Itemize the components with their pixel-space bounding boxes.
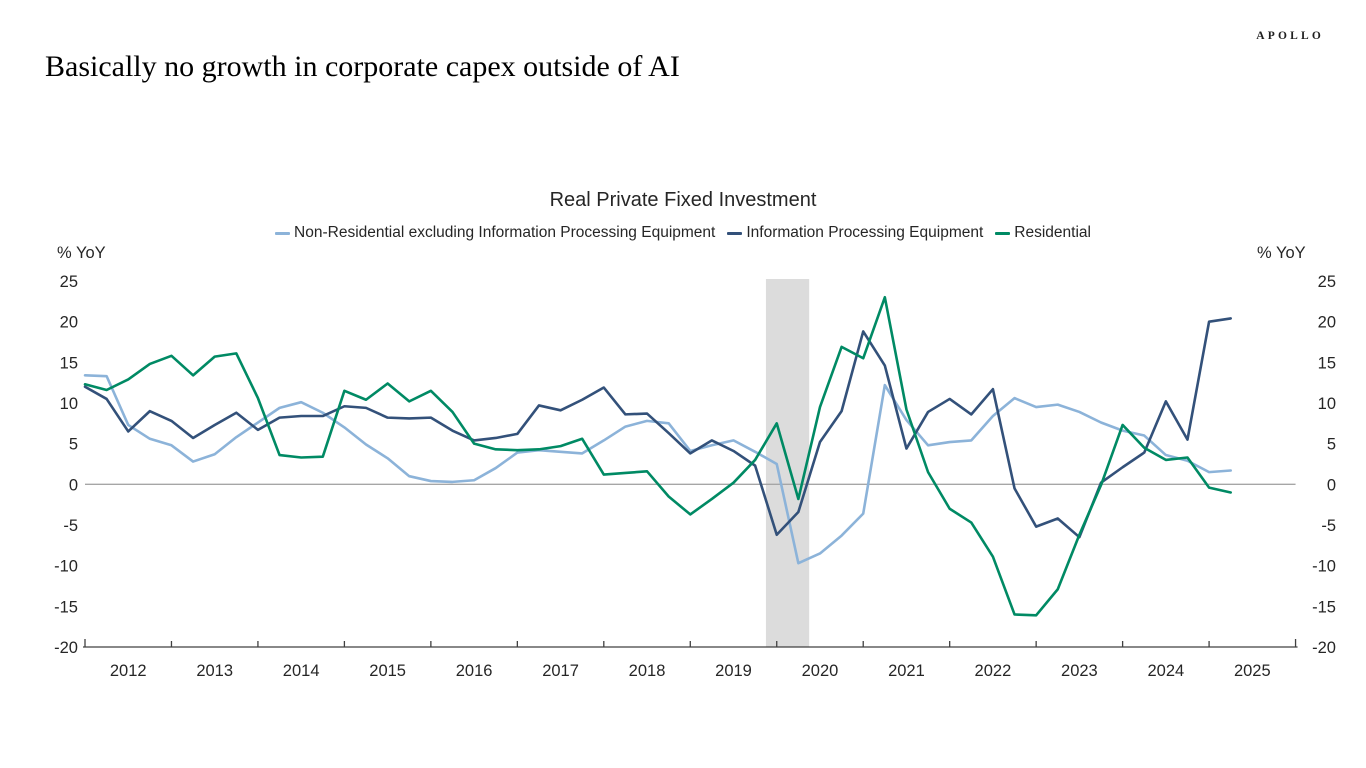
series-line-information-processing-equipment: [83, 317, 1233, 539]
y-axis-label-right: -10: [1312, 558, 1336, 576]
y-axis-label-right: 25: [1318, 273, 1336, 291]
x-axis-year-label: 2025: [1234, 662, 1271, 680]
y-axis-label-right: -20: [1312, 639, 1336, 657]
x-axis-year-label: 2021: [888, 662, 925, 680]
legend-label: Non-Residential excluding Information Pr…: [294, 224, 716, 241]
x-axis-year-label: 2013: [196, 662, 233, 680]
chart-legend: Non-Residential excluding Information Pr…: [0, 224, 1366, 242]
page-title: Basically no growth in corporate capex o…: [45, 50, 680, 83]
legend-label: Information Processing Equipment: [746, 224, 984, 241]
x-axis-year-label: 2020: [802, 662, 839, 680]
y-axis-label-left: 15: [60, 354, 78, 372]
y-axis-label-right: 0: [1327, 476, 1336, 494]
x-axis-year-label: 2023: [1061, 662, 1098, 680]
chart-title: Real Private Fixed Investment: [549, 189, 817, 211]
legend-swatch: [727, 231, 743, 235]
y-axis-label-left: -5: [63, 517, 78, 535]
x-axis-year-label: 2012: [110, 662, 147, 680]
apollo-logo: APOLLO: [1256, 30, 1324, 42]
y-axis-label-left: 5: [69, 436, 78, 454]
y-axis-label-right: 15: [1318, 354, 1336, 372]
x-axis-year-label: 2017: [542, 662, 579, 680]
y-axis-label-left: -15: [54, 598, 78, 616]
y-axis-label-left: 25: [60, 273, 78, 291]
y-axis-label-right: 5: [1327, 436, 1336, 454]
legend-item: Non-Residential excluding Information Pr…: [275, 224, 715, 242]
y-axis-label-right: 10: [1318, 395, 1336, 413]
x-axis-year-label: 2014: [283, 662, 320, 680]
legend-label: Residential: [1014, 224, 1091, 241]
y-axis-label-left: -10: [54, 558, 78, 576]
y-axis-label-right: 20: [1318, 314, 1336, 332]
y-axis-unit-right: % YoY: [1257, 244, 1306, 262]
y-axis-label-right: -15: [1312, 598, 1336, 616]
legend-item: Residential: [995, 224, 1091, 242]
x-axis-year-label: 2016: [456, 662, 493, 680]
y-axis-label-left: -20: [54, 639, 78, 657]
x-axis-year-label: 2015: [369, 662, 406, 680]
legend-swatch: [995, 231, 1011, 235]
y-axis-unit-left: % YoY: [57, 244, 106, 262]
series-line-residential: [83, 295, 1233, 617]
series-line-non-residential-excluding-information-processing-equipment: [83, 374, 1233, 565]
y-axis-label-left: 10: [60, 395, 78, 413]
y-axis-label-right: -5: [1321, 517, 1336, 535]
x-axis-year-label: 2024: [1147, 662, 1184, 680]
legend-swatch: [275, 231, 291, 235]
x-axis-year-label: 2019: [715, 662, 752, 680]
x-axis-year-label: 2022: [975, 662, 1012, 680]
y-axis-label-left: 20: [60, 314, 78, 332]
legend-item: Information Processing Equipment: [727, 224, 983, 242]
y-axis-label-left: 0: [69, 476, 78, 494]
x-axis-year-label: 2018: [629, 662, 666, 680]
